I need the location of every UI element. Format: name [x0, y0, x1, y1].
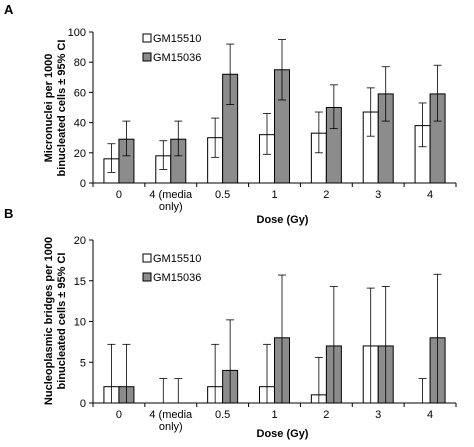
x-category-label-line: 2 — [323, 409, 329, 421]
legend: GM15510 GM15036 — [142, 253, 201, 284]
x-axis-title: Dose (Gy) — [257, 428, 309, 440]
x-category-label-line: 4 — [427, 409, 433, 421]
y-tick-label: 5 — [80, 357, 86, 369]
x-category-label: 3 — [375, 409, 381, 421]
y-axis-title-line: binucleated cells ± 95% CI — [56, 40, 68, 177]
x-category-label: 4 (media only) — [149, 189, 193, 213]
y-axis-title-line: Nucleoplasmic bridges per 1000 — [43, 237, 55, 405]
legend-swatch-gm15510 — [142, 253, 152, 263]
x-category-label-line: 2 — [323, 189, 329, 201]
legend-label: GM15036 — [153, 272, 201, 284]
x-category-label: 1 — [271, 409, 277, 421]
legend-label: GM15510 — [153, 253, 201, 265]
y-tick-label: 40 — [74, 118, 86, 130]
x-category-label-line: 0.5 — [215, 189, 230, 201]
x-category-label: 4 (media only) — [149, 409, 193, 433]
x-category-label-line: 4 (media — [149, 409, 193, 421]
y-axis-title: Nucleoplasmic bridges per 1000binucleate… — [43, 237, 68, 405]
y-tick-label: 100 — [68, 27, 86, 39]
panel-letter: A — [4, 2, 14, 17]
legend-swatch-gm15036 — [142, 272, 152, 282]
x-category-label: 4 — [427, 409, 433, 421]
y-tick-label: 20 — [74, 148, 86, 160]
x-category-label: 0 — [116, 189, 122, 201]
y-tick-label: 0 — [80, 398, 86, 410]
x-category-label: 0.5 — [215, 189, 230, 201]
x-category-label-line: 3 — [375, 189, 381, 201]
legend: GM15510 GM15036 — [142, 33, 201, 64]
x-category-label: 4 — [427, 189, 433, 201]
legend-swatch-gm15510 — [142, 33, 152, 43]
x-category-label: 2 — [323, 189, 329, 201]
y-tick-label: 60 — [74, 87, 86, 99]
x-category-label-line: 3 — [375, 409, 381, 421]
y-axis-title-line: Micronuclei per 1000 — [43, 54, 55, 163]
x-category-label: 0 — [116, 409, 122, 421]
x-category-label-line: only) — [159, 421, 183, 433]
x-category-label-line: 0 — [116, 409, 122, 421]
x-axis-title: Dose (Gy) — [257, 214, 309, 226]
x-category-label-line: 1 — [271, 409, 277, 421]
legend-label: GM15510 — [153, 33, 201, 45]
x-category-label-line: 0.5 — [215, 409, 230, 421]
x-category-label-line: only) — [159, 201, 183, 213]
x-category-label: 3 — [375, 189, 381, 201]
legend-swatch-gm15036 — [142, 52, 152, 62]
y-axis-title-line: binucleated cells ± 95% CI — [56, 253, 68, 390]
x-category-label: 2 — [323, 409, 329, 421]
x-category-label: 1 — [271, 189, 277, 201]
y-axis-title: Micronuclei per 1000binucleated cells ± … — [43, 40, 68, 177]
x-category-label-line: 1 — [271, 189, 277, 201]
y-tick-label: 10 — [74, 317, 86, 329]
x-category-label-line: 4 — [427, 189, 433, 201]
y-tick-label: 20 — [74, 235, 86, 247]
y-tick-label: 80 — [74, 57, 86, 69]
x-category-label: 0.5 — [215, 409, 230, 421]
y-tick-label: 0 — [80, 178, 86, 190]
legend-label: GM15036 — [153, 52, 201, 64]
x-category-label-line: 0 — [116, 189, 122, 201]
y-tick-label: 15 — [74, 276, 86, 288]
panel-letter: B — [4, 206, 13, 221]
x-category-label-line: 4 (media — [149, 189, 193, 201]
